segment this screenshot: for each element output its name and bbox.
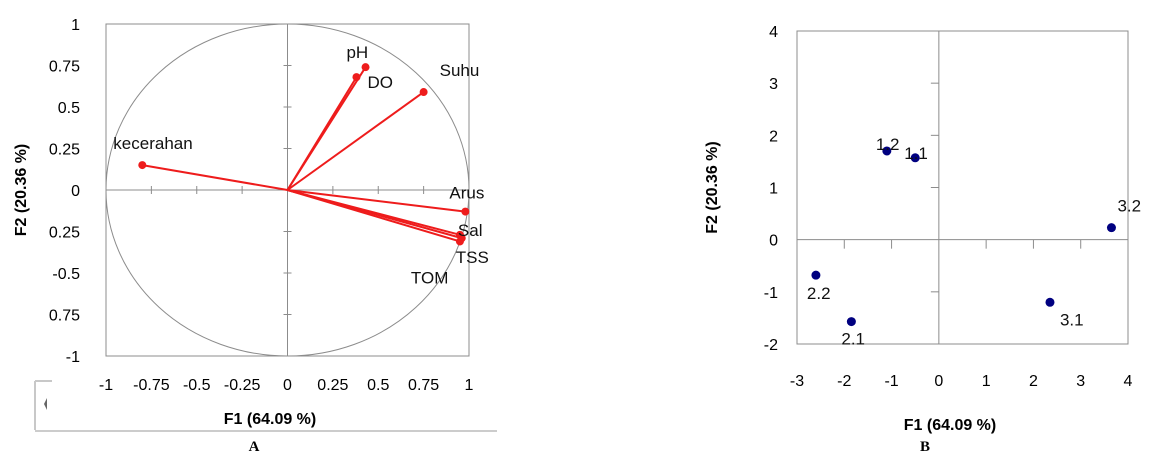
panel-a-y-tick-label: -1 bbox=[66, 349, 80, 366]
panel-b-x-tick-labels: -3 -2 -1 0 1 2 3 4 bbox=[790, 373, 1133, 390]
observation-point-3-1 bbox=[1045, 297, 1055, 307]
point-tom bbox=[455, 237, 464, 246]
panel-b-plot-frame bbox=[796, 30, 1129, 345]
panel-a-x-tick-label: 0 bbox=[283, 377, 292, 394]
panel-b-y-axis-title: F2 (20.36 %) bbox=[704, 141, 721, 233]
observation-point-1-2 bbox=[882, 146, 892, 156]
observation-label-1-2: 1.2 bbox=[876, 135, 900, 154]
panel-b-y-tick-label: 2 bbox=[769, 128, 778, 145]
label-kecerahan: kecerahan bbox=[113, 134, 192, 153]
panel-a-x-axis-title: F1 (64.09 %) bbox=[224, 411, 316, 428]
panel-b-observation-labels: 1.2 1.1 3.2 2.2 2.1 3.1 bbox=[807, 135, 1141, 349]
label-do: DO bbox=[368, 73, 394, 92]
panel-b-x-tick-label: -3 bbox=[790, 373, 804, 390]
observation-label-1-1: 1.1 bbox=[904, 144, 928, 163]
panel-a-y-tick-label: -0.5 bbox=[52, 266, 80, 283]
observation-point-2-1 bbox=[846, 317, 856, 327]
panel-a-x-tick-label: 0.5 bbox=[367, 377, 389, 394]
panel-a-y-tick-label: 0.75 bbox=[49, 308, 80, 325]
panel-b-letter: B bbox=[920, 439, 930, 455]
panel-a-y-tick-label: 0.25 bbox=[49, 225, 80, 242]
panel-b-observation-plot: -3 -2 -1 0 1 2 3 4 -2 -1 0 1 2 3 4 1.2 1.1 3.2 2.2 2.1 3.1… bbox=[704, 24, 1141, 455]
panel-a-tick-marks bbox=[150, 65, 425, 315]
point-kecerahan bbox=[138, 161, 147, 170]
panel-a-y-tick-label: 1 bbox=[71, 17, 80, 34]
observation-point-2-2 bbox=[811, 270, 821, 280]
panel-a-correlation-circle: -1 -0.75 -0.5 -0.25 0 0.25 0.5 0.75 1 1 0.75 0.5 0.… bbox=[13, 17, 489, 455]
panel-b-x-tick-label: 0 bbox=[934, 373, 943, 390]
panel-b-x-tick-label: 2 bbox=[1029, 373, 1038, 390]
observation-point-3-2 bbox=[1106, 223, 1116, 233]
observation-label-2-1: 2.1 bbox=[841, 330, 865, 349]
observation-label-2-2: 2.2 bbox=[807, 284, 831, 303]
panel-b-x-tick-label: -2 bbox=[837, 373, 851, 390]
panel-b-tick-marks bbox=[843, 82, 1082, 293]
panel-a-y-tick-label: 0 bbox=[71, 183, 80, 200]
panel-b-zero-axes bbox=[797, 31, 1128, 344]
label-suhu: Suhu bbox=[440, 61, 480, 80]
panel-a-y-tick-label: 0.75 bbox=[49, 59, 80, 76]
label-arus: Arus bbox=[449, 184, 484, 203]
panel-b-x-axis-title: F1 (64.09 %) bbox=[904, 417, 996, 434]
panel-b-y-tick-label: 1 bbox=[769, 181, 778, 198]
label-tom: TOM bbox=[411, 268, 448, 287]
point-suhu bbox=[419, 88, 428, 97]
panel-a-y-tick-label: 0.25 bbox=[49, 142, 80, 159]
panel-a-x-tick-labels: -1 -0.75 -0.5 -0.25 0 0.25 0.5 0.75 1 bbox=[99, 377, 474, 394]
panel-b-x-tick-label: 3 bbox=[1076, 373, 1085, 390]
page-fragment-decor bbox=[34, 380, 497, 432]
label-tss: TSS bbox=[456, 248, 489, 267]
panel-b-y-tick-label: 4 bbox=[769, 24, 778, 41]
panel-b-y-tick-label: -2 bbox=[764, 337, 778, 354]
vector-arus bbox=[287, 189, 466, 213]
label-sal: Sal bbox=[458, 221, 483, 240]
panel-a-x-tick-label: 0.25 bbox=[317, 377, 348, 394]
panel-a-x-tick-label: -0.25 bbox=[224, 377, 261, 394]
panel-a-x-tick-label: -0.5 bbox=[183, 377, 211, 394]
observation-label-3-1: 3.1 bbox=[1060, 310, 1084, 329]
panel-a-x-tick-label: -0.75 bbox=[133, 377, 170, 394]
label-ph: pH bbox=[346, 43, 368, 62]
panel-b-observation-points bbox=[811, 146, 1116, 327]
vector-suhu bbox=[286, 91, 425, 191]
panel-b-x-tick-label: -1 bbox=[884, 373, 898, 390]
panel-b-x-tick-label: 4 bbox=[1124, 373, 1133, 390]
panel-b-y-tick-label: 0 bbox=[769, 233, 778, 250]
vector-kecerahan bbox=[142, 164, 288, 191]
observation-label-3-2: 3.2 bbox=[1117, 197, 1141, 216]
observation-point-1-1 bbox=[910, 153, 920, 163]
panel-a-letter: A bbox=[249, 439, 260, 455]
panel-a-y-tick-labels: 1 0.75 0.5 0.25 0 0.25 -0.5 0.75 -1 bbox=[49, 17, 80, 366]
point-do bbox=[361, 63, 370, 72]
panel-a-y-tick-label: 0.5 bbox=[58, 100, 80, 117]
panel-b-y-tick-label: -1 bbox=[764, 285, 778, 302]
vector-do bbox=[286, 66, 367, 191]
vector-tom bbox=[287, 189, 461, 243]
panel-a-x-tick-label: 1 bbox=[465, 377, 474, 394]
panel-b-y-tick-label: 3 bbox=[769, 76, 778, 93]
panel-a-x-tick-label: 0.75 bbox=[408, 377, 439, 394]
panel-b-y-tick-labels: -2 -1 0 1 2 3 4 bbox=[764, 24, 778, 354]
panel-a-variable-vectors bbox=[138, 63, 470, 246]
panel-a-y-axis-title: F2 (20.36 %) bbox=[13, 144, 30, 236]
point-arus bbox=[461, 207, 470, 216]
panel-a-x-tick-label: -1 bbox=[99, 377, 113, 394]
panel-b-x-tick-label: 1 bbox=[982, 373, 991, 390]
